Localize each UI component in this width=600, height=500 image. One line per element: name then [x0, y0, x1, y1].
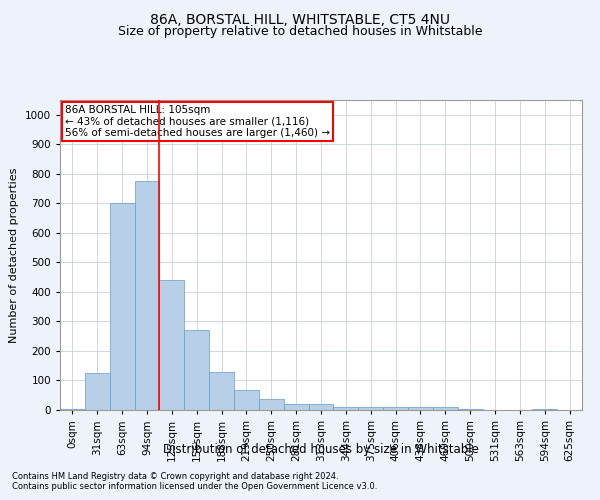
- Text: Contains HM Land Registry data © Crown copyright and database right 2024.: Contains HM Land Registry data © Crown c…: [12, 472, 338, 481]
- Bar: [334, 407, 358, 410]
- Bar: [308, 404, 334, 410]
- Bar: [134, 181, 160, 410]
- Bar: [85, 373, 110, 410]
- Text: 86A, BORSTAL HILL, WHITSTABLE, CT5 4NU: 86A, BORSTAL HILL, WHITSTABLE, CT5 4NU: [150, 12, 450, 26]
- Bar: [160, 280, 184, 410]
- Bar: [358, 407, 383, 410]
- Y-axis label: Number of detached properties: Number of detached properties: [9, 168, 19, 342]
- Text: Distribution of detached houses by size in Whitstable: Distribution of detached houses by size …: [163, 442, 479, 456]
- Bar: [60, 408, 85, 410]
- Bar: [234, 390, 259, 410]
- Bar: [408, 407, 433, 410]
- Bar: [284, 404, 308, 410]
- Text: Contains public sector information licensed under the Open Government Licence v3: Contains public sector information licen…: [12, 482, 377, 491]
- Bar: [184, 330, 209, 410]
- Bar: [433, 407, 458, 410]
- Bar: [458, 408, 482, 410]
- Text: 86A BORSTAL HILL: 105sqm
← 43% of detached houses are smaller (1,116)
56% of sem: 86A BORSTAL HILL: 105sqm ← 43% of detach…: [65, 104, 330, 138]
- Bar: [532, 408, 557, 410]
- Bar: [110, 204, 134, 410]
- Bar: [209, 372, 234, 410]
- Bar: [383, 407, 408, 410]
- Bar: [259, 399, 284, 410]
- Text: Size of property relative to detached houses in Whitstable: Size of property relative to detached ho…: [118, 25, 482, 38]
